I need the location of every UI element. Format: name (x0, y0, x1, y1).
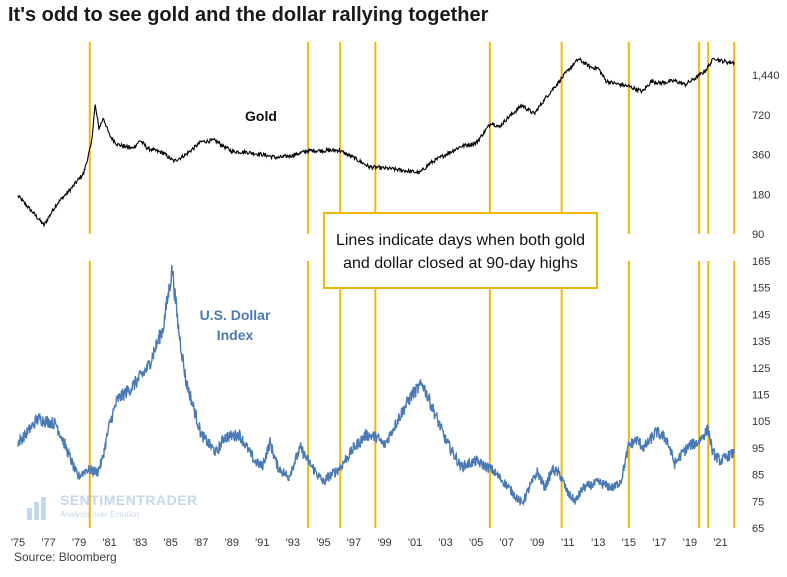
gold-y-tick-label: 1,440 (752, 70, 780, 82)
x-tick-label: '07 (500, 537, 514, 549)
x-tick-label: '93 (286, 537, 300, 549)
annotation-box: Lines indicate days when both gold and d… (323, 212, 598, 289)
gold-y-tick-label: 720 (752, 110, 770, 122)
x-tick-label: '17 (652, 537, 666, 549)
gold-series (17, 56, 735, 229)
gold-line (17, 56, 735, 229)
x-tick-label: '99 (377, 537, 391, 549)
watermark-tagline: Analysis over Emotion (60, 510, 140, 519)
x-tick-label: '79 (72, 537, 86, 549)
x-tick-label: '21 (713, 537, 727, 549)
x-axis: '75 '77 '79 '81 '83 '85 '87 '89 '91 '93 '95 '97 '99 '… (11, 537, 728, 549)
usd-y-axis: 65 75 85 95 105 115 125 135 145 155 165 (752, 256, 770, 535)
usd-y-tick-label: 135 (752, 336, 770, 348)
x-tick-label: '95 (316, 537, 330, 549)
x-tick-label: '15 (622, 537, 636, 549)
x-tick-label: '87 (194, 537, 208, 549)
usd-y-tick-label: 95 (752, 443, 764, 455)
x-tick-label: '11 (561, 537, 575, 549)
watermark: SENTIMENTRADER Analysis over Emotion (24, 492, 197, 527)
gold-series-label: Gold (245, 108, 277, 124)
usd-y-tick-label: 125 (752, 363, 770, 375)
usd-y-tick-label: 145 (752, 309, 770, 321)
x-tick-label: '13 (591, 537, 605, 549)
watermark-logo-icon (27, 497, 46, 520)
annotation-line-1: Lines indicate days when both gold (335, 232, 586, 249)
usd-y-tick-label: 85 (752, 470, 764, 482)
x-tick-label: '89 (225, 537, 239, 549)
gold-y-tick-label: 360 (752, 150, 770, 162)
usd-series (17, 264, 735, 507)
x-tick-label: '83 (133, 537, 147, 549)
annotation-line-2: and dollar closed at 90-day highs (343, 255, 578, 272)
x-tick-label: '75 (11, 537, 25, 549)
usd-y-tick-label: 75 (752, 496, 764, 508)
usd-line (17, 264, 735, 507)
x-tick-label: '85 (164, 537, 178, 549)
x-tick-label: '05 (469, 537, 483, 549)
x-tick-label: '01 (408, 537, 422, 549)
gold-y-axis: 90 180 360 720 1,440 (752, 70, 780, 241)
x-tick-label: '97 (347, 537, 361, 549)
usd-y-tick-label: 65 (752, 523, 764, 535)
signal-lines (88, 42, 736, 528)
usd-y-tick-label: 105 (752, 416, 770, 428)
usd-label-line2: Index (216, 327, 254, 343)
source-note: Source: Bloomberg (14, 550, 117, 564)
x-tick-label: '03 (438, 537, 452, 549)
x-tick-label: '91 (255, 537, 269, 549)
usd-y-tick-label: 115 (752, 390, 770, 402)
x-tick-label: '09 (530, 537, 544, 549)
watermark-name: SENTIMENTRADER (60, 492, 198, 508)
usd-y-tick-label: 155 (752, 283, 770, 295)
usd-series-label: U.S. Dollar Index (180, 305, 290, 345)
x-tick-label: '81 (102, 537, 116, 549)
usd-label-line1: U.S. Dollar (199, 307, 271, 323)
gold-y-tick-label: 180 (752, 189, 770, 201)
chart-title: It's odd to see gold and the dollar rall… (8, 4, 489, 26)
x-tick-label: '19 (683, 537, 697, 549)
gold-y-tick-label: 90 (752, 229, 764, 241)
x-tick-label: '77 (41, 537, 55, 549)
usd-y-tick-label: 165 (752, 256, 770, 268)
